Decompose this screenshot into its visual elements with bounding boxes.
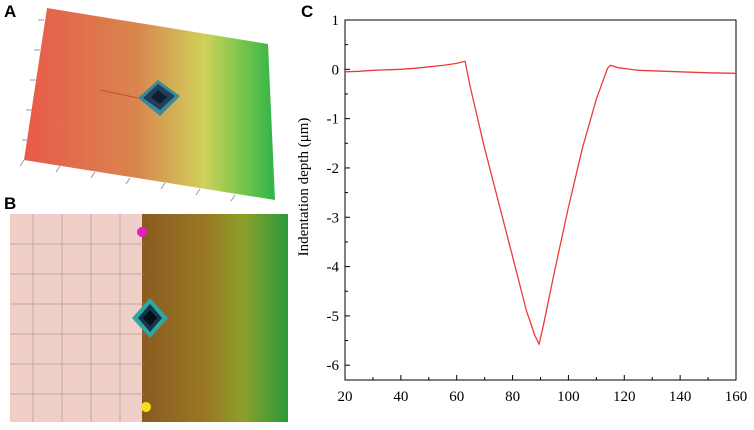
marker-top (137, 227, 147, 237)
x-tick-label: 120 (613, 389, 636, 405)
y-tick-label: -6 (327, 358, 340, 374)
y-tick-label: -4 (327, 260, 340, 276)
indent-pyramid-top (132, 298, 168, 338)
panel-label-b: B (4, 194, 17, 213)
y-tick-label: -3 (327, 210, 340, 226)
panel-label-c: C (301, 2, 314, 21)
grid-lines (10, 214, 145, 422)
surface-top-view-image (10, 214, 288, 422)
y-tick-label: -2 (327, 161, 340, 177)
indentation-profile-chart: 1 0 -1 -2 -3 -4 -5 -6 20 40 60 80 100 120 140 160 Inde… (296, 13, 748, 405)
x-tick-label: 140 (669, 389, 692, 405)
y-tick-label: -1 (327, 112, 340, 128)
x-tick-label: 40 (393, 389, 408, 405)
panel-label-a: A (4, 2, 17, 21)
x-tick-label: 80 (505, 389, 520, 405)
y-tick-label: -5 (327, 309, 340, 325)
x-tick-label: 60 (449, 389, 464, 405)
x-tick-label: 160 (725, 389, 748, 405)
overlay-region (10, 214, 145, 422)
indent-pyramid (99, 80, 180, 116)
surface-ticks (19, 19, 236, 202)
y-tick-label: 1 (332, 13, 340, 29)
series-line-profile (344, 60, 737, 346)
plot-area-frame (344, 19, 737, 381)
x-tick-label: 100 (557, 389, 580, 405)
y-axis-title: Indentation depth (μm) (296, 118, 312, 257)
y-tick-label: 0 (332, 62, 340, 78)
marker-bottom (141, 402, 151, 412)
surface-3d-image (19, 8, 275, 202)
x-tick-label: 20 (338, 389, 353, 405)
